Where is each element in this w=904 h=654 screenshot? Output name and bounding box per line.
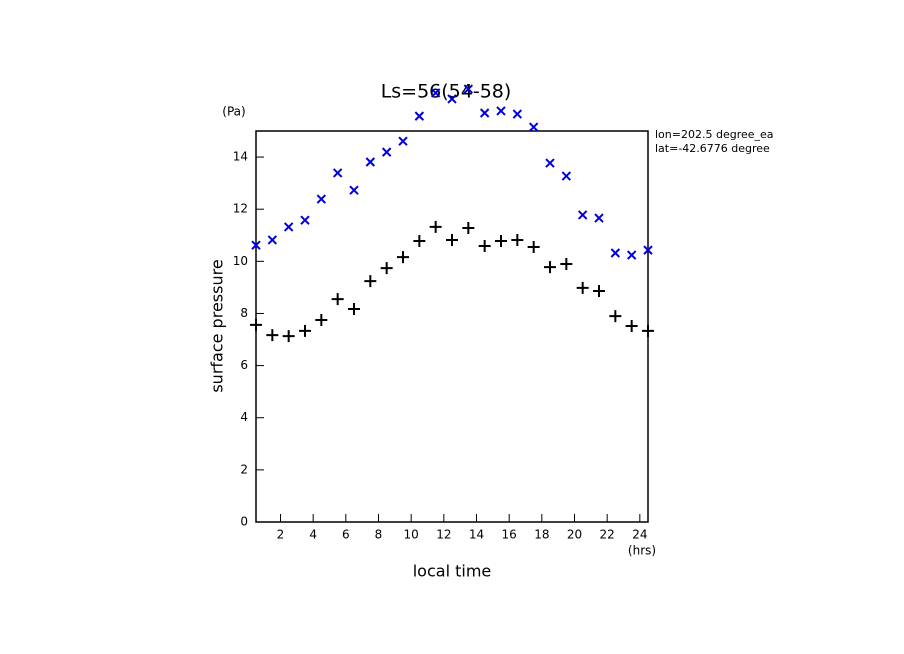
point: [429, 220, 442, 233]
point: [528, 122, 539, 132]
point: [331, 293, 344, 306]
x-tick-label: 20: [567, 528, 582, 542]
point: [577, 210, 588, 220]
point: [266, 329, 279, 342]
point: [545, 158, 555, 168]
point: [332, 168, 343, 178]
y-tick-label: 4: [240, 410, 248, 424]
x-tick-label: 24: [632, 528, 647, 542]
point: [643, 245, 653, 255]
y-tick-label: 6: [240, 358, 248, 372]
x-tick-label: 16: [502, 528, 517, 542]
point: [447, 94, 457, 104]
point: [527, 240, 540, 253]
plot-frame: [255, 130, 649, 523]
point: [364, 275, 377, 288]
x-tick-label: 12: [436, 528, 451, 542]
point: [283, 222, 294, 232]
point: [495, 235, 507, 248]
point: [544, 261, 556, 274]
point: [561, 171, 572, 181]
annotation: lon=202.5 degree_ea: [655, 128, 774, 141]
point: [381, 147, 392, 157]
y-axis-label: surface pressure: [208, 259, 227, 392]
point: [593, 285, 605, 298]
x-tick-label: 22: [600, 528, 615, 542]
point: [365, 157, 376, 167]
y-tick-label: 8: [240, 306, 248, 320]
point: [413, 235, 426, 248]
point: [610, 248, 621, 258]
point: [398, 136, 408, 146]
y-tick-label: 14: [233, 150, 248, 164]
annotation: lat=-42.6776 degree: [655, 142, 770, 155]
point: [380, 262, 393, 275]
chart-title: Ls=56(54-58): [381, 81, 512, 103]
point: [348, 303, 360, 316]
y-tick-label: 0: [240, 515, 248, 529]
point: [625, 319, 638, 332]
point: [626, 250, 637, 260]
point: [316, 194, 327, 204]
point: [250, 318, 262, 331]
point: [349, 185, 359, 195]
point: [397, 251, 409, 264]
point: [511, 233, 524, 246]
point: [462, 221, 475, 234]
point: [446, 233, 458, 246]
x-tick-label: 2: [277, 528, 285, 542]
point: [315, 313, 328, 326]
point: [267, 235, 278, 245]
x-tick-label: 6: [342, 528, 350, 542]
point: [594, 213, 604, 223]
x-tick-label: 10: [404, 528, 419, 542]
point: [282, 330, 295, 343]
point: [414, 111, 425, 121]
y-unit: (Pa): [222, 105, 245, 119]
point: [496, 106, 506, 116]
y-tick-label: 2: [240, 462, 248, 476]
point: [512, 109, 523, 119]
x-axis-label: local time: [413, 562, 492, 581]
point: [479, 108, 490, 118]
x-unit: (hrs): [628, 544, 656, 558]
point: [251, 240, 261, 250]
point: [576, 281, 589, 294]
y-tick-label: 12: [233, 202, 248, 216]
x-tick-label: 18: [534, 528, 549, 542]
point: [609, 310, 622, 323]
point: [463, 84, 474, 94]
point: [299, 324, 311, 337]
point: [430, 88, 441, 98]
x-tick-label: 8: [375, 528, 383, 542]
point: [642, 324, 654, 337]
y-tick-label: 10: [233, 254, 248, 268]
point: [478, 239, 491, 252]
point: [300, 215, 310, 225]
x-tick-label: 4: [309, 528, 317, 542]
x-tick-label: 14: [469, 528, 484, 542]
point: [560, 257, 573, 270]
